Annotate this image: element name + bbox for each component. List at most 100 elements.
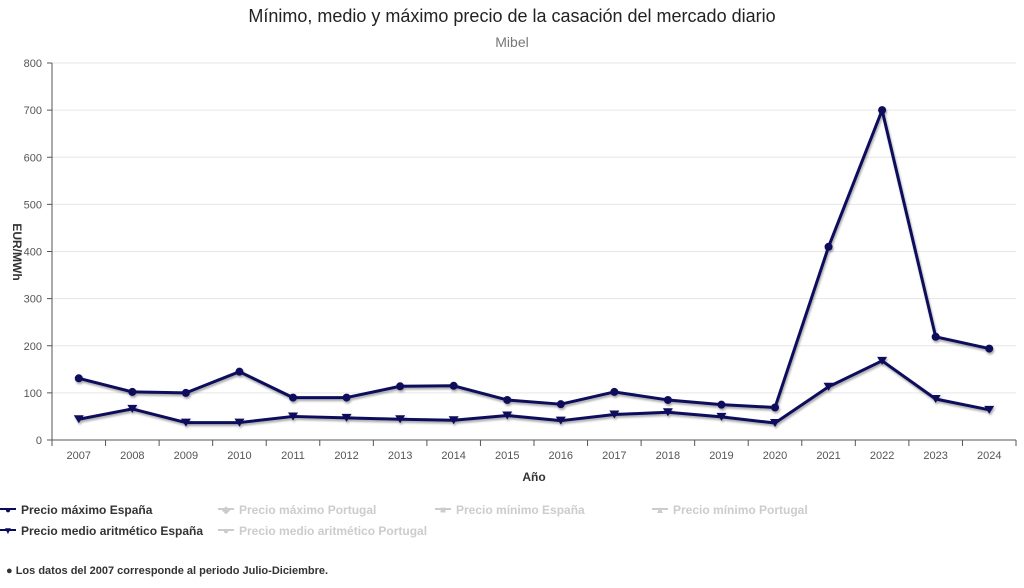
legend-item[interactable]: ◆ Precio máximo Portugal <box>218 503 376 517</box>
x-axis: 2007 2008 2009 2010 2011 2012 2013 2014 2015 2016… <box>51 63 1017 462</box>
y-tick-label: 700 <box>24 105 42 117</box>
data-point <box>877 356 888 365</box>
data-point <box>341 413 352 422</box>
bullet-icon: ● <box>6 565 16 577</box>
svg-text:▼: ▼ <box>3 526 13 535</box>
svg-text:■: ■ <box>440 505 446 514</box>
y-axis-ticks: 0 100 200 300 400 500 600 700 800 <box>24 58 52 447</box>
data-point <box>503 395 512 404</box>
x-tick-label: 2017 <box>602 450 626 462</box>
data-point <box>770 419 780 428</box>
data-point <box>824 242 833 251</box>
x-tick-label: 2016 <box>549 450 573 462</box>
data-point <box>984 405 995 414</box>
chart-title: Mínimo, medio y máximo precio de la casa… <box>248 6 776 26</box>
svg-text:▲: ▲ <box>655 505 665 514</box>
data-point <box>556 400 565 409</box>
legend-item[interactable]: ● Precio medio aritmético Portugal <box>218 524 427 538</box>
y-tick-label: 800 <box>24 58 42 70</box>
chart-subtitle: Mibel <box>495 34 529 50</box>
data-point <box>234 418 245 427</box>
data-point <box>73 415 84 424</box>
series-line <box>78 108 990 409</box>
x-tick-label: 2024 <box>977 450 1001 462</box>
data-point <box>289 393 297 402</box>
data-point <box>662 408 673 417</box>
legend-label: Precio medio aritmético España <box>21 524 204 538</box>
y-tick-label: 0 <box>36 435 42 447</box>
data-point <box>395 415 406 424</box>
x-tick-label: 2015 <box>495 450 519 462</box>
series-precio-m-ximo-espa-a <box>74 106 994 412</box>
legend-square-icon: ■ <box>435 503 451 517</box>
x-tick-label: 2012 <box>334 450 358 462</box>
x-tick-label: 2013 <box>388 450 412 462</box>
data-point <box>235 367 244 376</box>
series-group <box>73 106 995 428</box>
svg-text:●: ● <box>5 505 11 514</box>
data-point <box>717 400 726 409</box>
data-point <box>181 388 190 397</box>
data-point <box>342 393 351 402</box>
legend-triangle-down-icon: ▼ <box>0 524 16 538</box>
data-point <box>931 332 940 341</box>
y-tick-label: 100 <box>24 388 42 400</box>
series-line <box>78 359 990 425</box>
svg-text:●: ● <box>223 526 229 535</box>
legend-label: Precio máximo Portugal <box>239 503 377 517</box>
legend-item[interactable]: ▲ Precio mínimo Portugal <box>652 503 808 517</box>
data-point <box>609 410 620 419</box>
legend-item[interactable]: ■ Precio mínimo España <box>435 503 585 517</box>
y-tick-label: 600 <box>24 152 42 164</box>
data-point <box>610 387 619 396</box>
data-point <box>288 412 298 421</box>
data-point <box>555 416 566 425</box>
data-point <box>502 411 513 420</box>
x-tick-label: 2020 <box>763 450 787 462</box>
data-point <box>716 412 727 421</box>
legend-item[interactable]: ▼ Precio medio aritmético España <box>0 524 203 538</box>
data-point <box>771 403 779 412</box>
data-point <box>663 395 672 404</box>
data-point <box>396 382 405 391</box>
y-tick-label: 500 <box>24 199 42 211</box>
legend-circle-icon: ● <box>218 524 234 538</box>
data-point <box>985 344 994 353</box>
x-tick-label: 2019 <box>709 450 733 462</box>
x-tick-label: 2009 <box>174 450 198 462</box>
x-tick-label: 2014 <box>441 450 465 462</box>
data-point <box>448 416 459 425</box>
y-tick-label: 200 <box>24 341 42 353</box>
legend-diamond-icon: ◆ <box>218 503 234 517</box>
legend-triangle-icon: ▲ <box>652 503 668 517</box>
x-tick-label: 2011 <box>281 450 305 462</box>
x-axis-label: Año <box>522 470 545 484</box>
legend-label: Precio máximo España <box>21 503 153 517</box>
x-tick-label: 2022 <box>870 450 894 462</box>
legend-item[interactable]: ● Precio máximo España <box>0 503 152 517</box>
svg-text:◆: ◆ <box>221 505 230 514</box>
x-tick-label: 2021 <box>816 450 840 462</box>
series-precio-medio-aritm-tico-espa-a <box>73 356 995 428</box>
grid-lines <box>52 62 1016 394</box>
legend-label: Precio mínimo España <box>456 503 585 517</box>
y-tick-label: 400 <box>24 247 42 259</box>
data-point <box>930 395 941 404</box>
data-point <box>74 374 83 383</box>
x-tick-label: 2007 <box>67 450 91 462</box>
data-point <box>128 387 137 396</box>
data-point <box>823 382 834 391</box>
data-point <box>449 381 458 390</box>
legend-label: Precio medio aritmético Portugal <box>239 524 428 538</box>
x-tick-label: 2008 <box>120 450 144 462</box>
data-point <box>180 418 191 427</box>
legend-circle-icon: ● <box>0 503 16 517</box>
data-point <box>127 404 138 413</box>
legend-label: Precio mínimo Portugal <box>673 503 808 517</box>
legend: ● Precio máximo España ◆ Precio máximo Port… <box>0 503 1024 553</box>
x-tick-label: 2023 <box>923 450 947 462</box>
footnote-text: Los datos del 2007 corresponde al period… <box>15 565 329 577</box>
x-tick-label: 2010 <box>227 450 251 462</box>
data-point <box>878 106 887 115</box>
